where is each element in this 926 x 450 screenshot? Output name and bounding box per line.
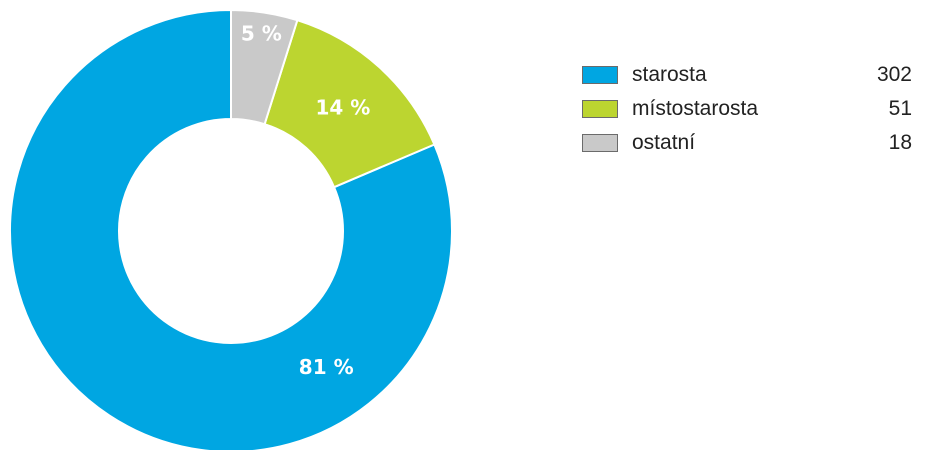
legend-label: místostarosta xyxy=(632,97,759,120)
percent-label-mistostarosta: 14 % xyxy=(315,96,370,120)
legend-count: 51 xyxy=(888,97,912,120)
slice-ostatni xyxy=(230,8,299,126)
slice-labels: 81 % 14 % 5 % xyxy=(241,21,370,379)
donut-slices xyxy=(9,8,453,450)
percent-label-starosta: 81 % xyxy=(299,355,354,379)
legend-item-starosta: starosta 302 xyxy=(582,58,912,92)
slice-mistostarosta xyxy=(263,18,436,189)
legend-count: 18 xyxy=(888,131,912,154)
percent-label-ostatni: 5 % xyxy=(241,21,282,45)
donut-chart: 81 % 14 % 5 % xyxy=(9,8,453,450)
legend: starosta 302 místostarosta 51 ostatní 18 xyxy=(582,58,912,160)
legend-count: 302 xyxy=(876,63,912,86)
slice-starosta xyxy=(9,8,453,450)
legend-label: ostatní xyxy=(632,131,696,154)
legend-swatch-ostatni xyxy=(582,134,618,152)
legend-item-ostatni: ostatní 18 xyxy=(582,126,912,160)
legend-swatch-starosta xyxy=(582,66,618,84)
legend-swatch-mistostarosta xyxy=(582,100,618,118)
legend-label: starosta xyxy=(632,63,707,86)
legend-item-mistostarosta: místostarosta 51 xyxy=(582,92,912,126)
